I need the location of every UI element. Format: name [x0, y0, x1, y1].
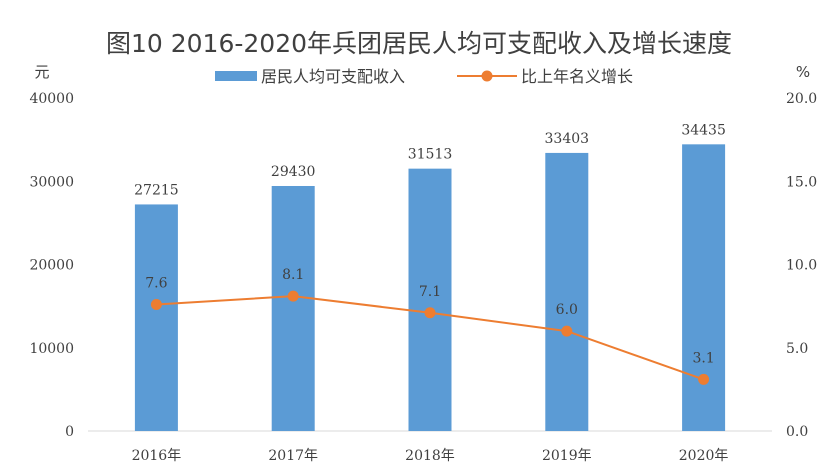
left-tick-label: 0	[65, 424, 74, 440]
legend-label-line: 比上年名义增长	[521, 67, 633, 86]
left-axis: 0 10000 20000 30000 40000	[29, 91, 74, 440]
left-tick-label: 10000	[29, 341, 74, 357]
category-label: 2020年	[679, 448, 729, 464]
legend-marker-line	[481, 70, 493, 82]
legend-label-bars: 居民人均可支配收入	[261, 67, 405, 86]
bar-data-label: 33403	[545, 131, 590, 147]
line-data-label: 3.1	[692, 350, 714, 366]
line-data-label: 7.1	[419, 284, 441, 300]
bar-series	[134, 144, 726, 432]
bar-data-label: 34435	[681, 122, 726, 138]
line-data-label: 6.0	[556, 302, 578, 318]
right-tick-label: 0.0	[786, 424, 808, 440]
right-tick-label: 5.0	[786, 341, 808, 357]
line-data-label: 7.6	[145, 275, 167, 291]
line-data-labels: 7.6 8.1 7.1 6.0 3.1	[145, 267, 714, 366]
line-point	[698, 373, 710, 385]
line-point	[424, 307, 436, 319]
left-tick-label: 20000	[29, 258, 74, 274]
line-point	[287, 290, 299, 302]
legend: 居民人均可支配收入 比上年名义增长	[215, 67, 633, 86]
line-point	[561, 325, 573, 337]
category-axis-labels: 2016年 2017年 2018年 2019年 2020年	[132, 448, 729, 464]
right-tick-label: 20.0	[786, 91, 817, 107]
line-series	[150, 290, 710, 385]
left-axis-unit: 元	[34, 63, 49, 81]
bar-data-label: 27215	[134, 182, 179, 198]
legend-swatch-bars	[215, 71, 257, 81]
bar	[545, 152, 589, 431]
right-tick-label: 10.0	[786, 258, 817, 274]
left-tick-label: 30000	[29, 174, 74, 190]
left-tick-label: 40000	[29, 91, 74, 107]
bar-data-label: 31513	[408, 147, 453, 163]
category-label: 2018年	[405, 448, 455, 464]
bar	[408, 168, 452, 431]
right-tick-label: 15.0	[786, 174, 817, 190]
line-point	[150, 298, 162, 310]
category-label: 2019年	[542, 448, 592, 464]
right-axis-unit: %	[796, 63, 810, 81]
category-label: 2016年	[132, 448, 182, 464]
chart-title: 图10 2016-2020年兵团居民人均可支配收入及增长速度	[106, 29, 732, 58]
line-data-label: 8.1	[282, 267, 304, 283]
bar-data-label: 29430	[271, 164, 316, 180]
bar	[271, 185, 315, 431]
bar	[134, 204, 178, 431]
bar	[682, 144, 726, 432]
bar-data-labels: 27215 29430 31513 33403 34435	[134, 122, 726, 198]
category-label: 2017年	[268, 448, 318, 464]
right-axis: 0.0 5.0 10.0 15.0 20.0	[786, 91, 817, 440]
